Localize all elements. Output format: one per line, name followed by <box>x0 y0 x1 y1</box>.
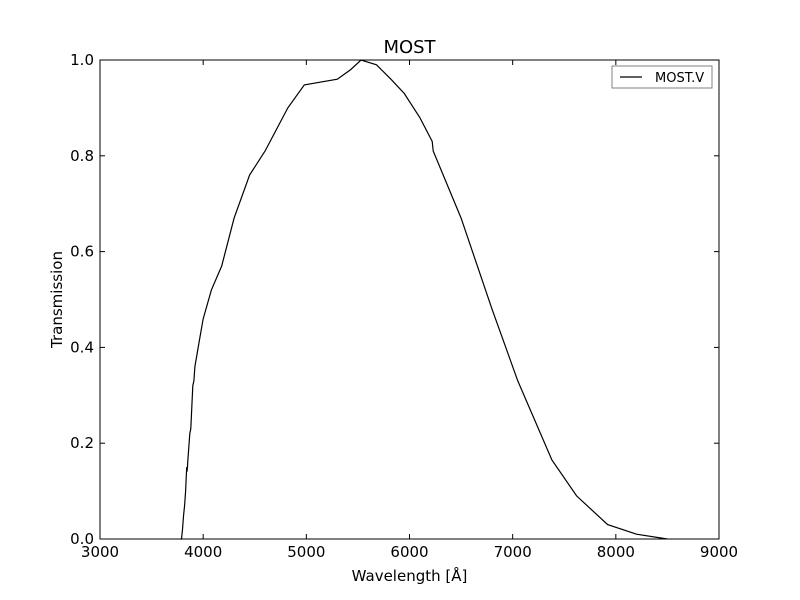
x-tick-label: 7000 <box>494 543 532 561</box>
y-tick-label: 1.0 <box>70 51 94 69</box>
y-axis-label: Transmission <box>48 251 66 349</box>
y-tick-label: 0.0 <box>70 530 94 548</box>
x-axis-label: Wavelength [Å] <box>352 566 468 585</box>
y-tick-label: 0.2 <box>70 434 94 452</box>
y-tick-label: 0.4 <box>70 338 94 356</box>
x-tick-label: 8000 <box>597 543 635 561</box>
series-line-most-v <box>180 59 668 540</box>
legend: MOST.V <box>611 65 713 89</box>
y-tick-label: 0.6 <box>70 243 94 261</box>
legend-box <box>611 65 713 89</box>
x-tick-label: 4000 <box>184 543 222 561</box>
x-tick-label: 9000 <box>700 543 738 561</box>
chart-title: MOST <box>383 37 436 58</box>
plot-frame <box>99 59 720 540</box>
tick-labels: 3000 4000 5000 6000 7000 8000 9000 0.0 0.2 0.4 0.6… <box>70 51 738 561</box>
legend-label-most-v: MOST.V <box>655 71 704 86</box>
x-tick-label: 6000 <box>390 543 428 561</box>
y-tick-label: 0.8 <box>70 147 94 165</box>
plot-area <box>100 60 719 539</box>
x-tick-label: 3000 <box>81 543 119 561</box>
x-tick-label: 5000 <box>287 543 325 561</box>
